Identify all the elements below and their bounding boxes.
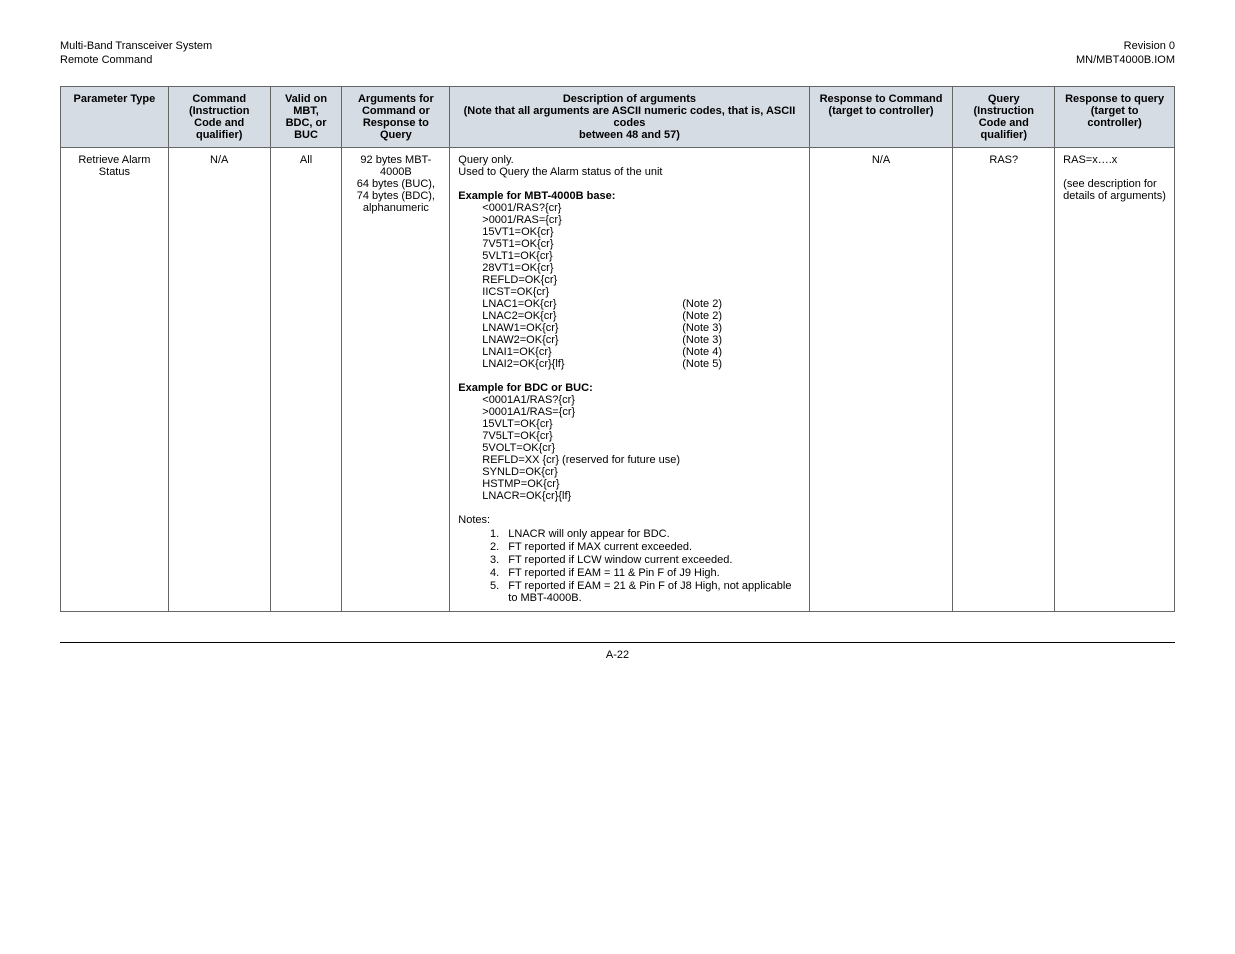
cell-query: RAS?: [953, 148, 1055, 612]
noted-right: (Note 2): [682, 310, 722, 322]
table-header-row: Parameter Type Command (Instruction Code…: [61, 87, 1175, 148]
noted-left: LNAC1=OK{cr}: [482, 298, 682, 310]
cell-command: N/A: [168, 148, 270, 612]
desc-ex2-line: SYNLD=OK{cr}: [458, 466, 800, 478]
desc-ex1-noted-line: LNAC2=OK{cr}(Note 2): [458, 310, 800, 322]
desc-ex1-noted-line: LNAC1=OK{cr}(Note 2): [458, 298, 800, 310]
desc-ex1-noted-line: LNAW1=OK{cr}(Note 3): [458, 322, 800, 334]
col-desc-line2: (Note that all arguments are ASCII numer…: [458, 105, 800, 129]
noted-left: LNAI1=OK{cr}: [482, 346, 682, 358]
command-table: Parameter Type Command (Instruction Code…: [60, 86, 1175, 612]
desc-ex2-title: Example for BDC or BUC:: [458, 382, 800, 394]
noted-left: LNAI2=OK{cr}{lf}: [482, 358, 682, 370]
args-line: 64 bytes (BUC),: [350, 178, 441, 190]
col-desc-line3: between 48 and 57): [458, 129, 800, 141]
header-right-1: Revision 0: [1124, 40, 1175, 52]
desc-ex1-line: <0001/RAS?{cr}: [458, 202, 800, 214]
noted-right: (Note 4): [682, 346, 722, 358]
desc-ex1-line: REFLD=OK{cr}: [458, 274, 800, 286]
desc-ex1-noted-line: LNAI1=OK{cr}(Note 4): [458, 346, 800, 358]
desc-ex1-title: Example for MBT-4000B base:: [458, 190, 800, 202]
notes-item: FT reported if MAX current exceeded.: [502, 541, 800, 553]
col-desc-line1: Description of arguments: [458, 93, 800, 105]
notes-item: LNACR will only appear for BDC.: [502, 528, 800, 540]
noted-right: (Note 3): [682, 334, 722, 346]
desc-ex2-line: LNACR=OK{cr}{lf}: [458, 490, 800, 502]
cell-valid: All: [270, 148, 342, 612]
desc-intro2: Used to Query the Alarm status of the un…: [458, 166, 800, 178]
resp-q-line2: (see description for details of argument…: [1063, 178, 1166, 202]
col-parameter-type: Parameter Type: [61, 87, 169, 148]
notes-list: LNACR will only appear for BDC.FT report…: [458, 528, 800, 604]
table-row: Retrieve Alarm Status N/A All 92 bytes M…: [61, 148, 1175, 612]
desc-ex1-noted-line: LNAI2=OK{cr}{lf}(Note 5): [458, 358, 800, 370]
notes-item: FT reported if EAM = 11 & Pin F of J9 Hi…: [502, 567, 800, 579]
cell-description: Query only.Used to Query the Alarm statu…: [450, 148, 809, 612]
cell-arguments: 92 bytes MBT-4000B64 bytes (BUC),74 byte…: [342, 148, 450, 612]
noted-right: (Note 5): [682, 358, 722, 370]
desc-ex1-line: 28VT1=OK{cr}: [458, 262, 800, 274]
col-response-cmd: Response to Command (target to controlle…: [809, 87, 953, 148]
header-left-1: Multi-Band Transceiver System: [60, 40, 212, 52]
col-response-query: Response to query (target to controller): [1055, 87, 1175, 148]
noted-right: (Note 3): [682, 322, 722, 334]
desc-ex1-line: >0001/RAS={cr}: [458, 214, 800, 226]
desc-ex1-line: IICST=OK{cr}: [458, 286, 800, 298]
header-right-2: MN/MBT4000B.IOM: [1076, 54, 1175, 66]
col-description: Description of arguments (Note that all …: [450, 87, 809, 148]
header-left-2: Remote Command: [60, 54, 152, 66]
col-query: Query (Instruction Code and qualifier): [953, 87, 1055, 148]
args-line: 92 bytes MBT-4000B: [350, 154, 441, 178]
desc-ex1-line: 15VT1=OK{cr}: [458, 226, 800, 238]
cell-response-cmd: N/A: [809, 148, 953, 612]
page-footer: A-22: [60, 642, 1175, 661]
desc-ex2-line: HSTMP=OK{cr}: [458, 478, 800, 490]
desc-ex2-line: 7V5LT=OK{cr}: [458, 430, 800, 442]
desc-ex2-line: >0001A1/RAS={cr}: [458, 406, 800, 418]
noted-left: LNAW1=OK{cr}: [482, 322, 682, 334]
cell-response-query: RAS=x….x (see description for details of…: [1055, 148, 1175, 612]
resp-q-line1: RAS=x….x: [1063, 154, 1166, 166]
col-valid-on: Valid on MBT, BDC, or BUC: [270, 87, 342, 148]
cell-parameter: Retrieve Alarm Status: [61, 148, 169, 612]
desc-intro1: Query only.: [458, 154, 800, 166]
desc-ex2-line: 15VLT=OK{cr}: [458, 418, 800, 430]
noted-left: LNAW2=OK{cr}: [482, 334, 682, 346]
desc-ex2-line: <0001A1/RAS?{cr}: [458, 394, 800, 406]
noted-left: LNAC2=OK{cr}: [482, 310, 682, 322]
noted-right: (Note 2): [682, 298, 722, 310]
desc-ex1-line: 5VLT1=OK{cr}: [458, 250, 800, 262]
desc-notes-title: Notes:: [458, 514, 800, 526]
args-line: 74 bytes (BDC), alphanumeric: [350, 190, 441, 214]
notes-item: FT reported if LCW window current exceed…: [502, 554, 800, 566]
notes-item: FT reported if EAM = 21 & Pin F of J8 Hi…: [502, 580, 800, 604]
desc-ex1-line: 7V5T1=OK{cr}: [458, 238, 800, 250]
col-arguments: Arguments for Command or Response to Que…: [342, 87, 450, 148]
col-command: Command (Instruction Code and qualifier): [168, 87, 270, 148]
desc-ex1-noted-line: LNAW2=OK{cr}(Note 3): [458, 334, 800, 346]
desc-ex2-line: REFLD=XX {cr} (reserved for future use): [458, 454, 800, 466]
desc-ex2-line: 5VOLT=OK{cr}: [458, 442, 800, 454]
